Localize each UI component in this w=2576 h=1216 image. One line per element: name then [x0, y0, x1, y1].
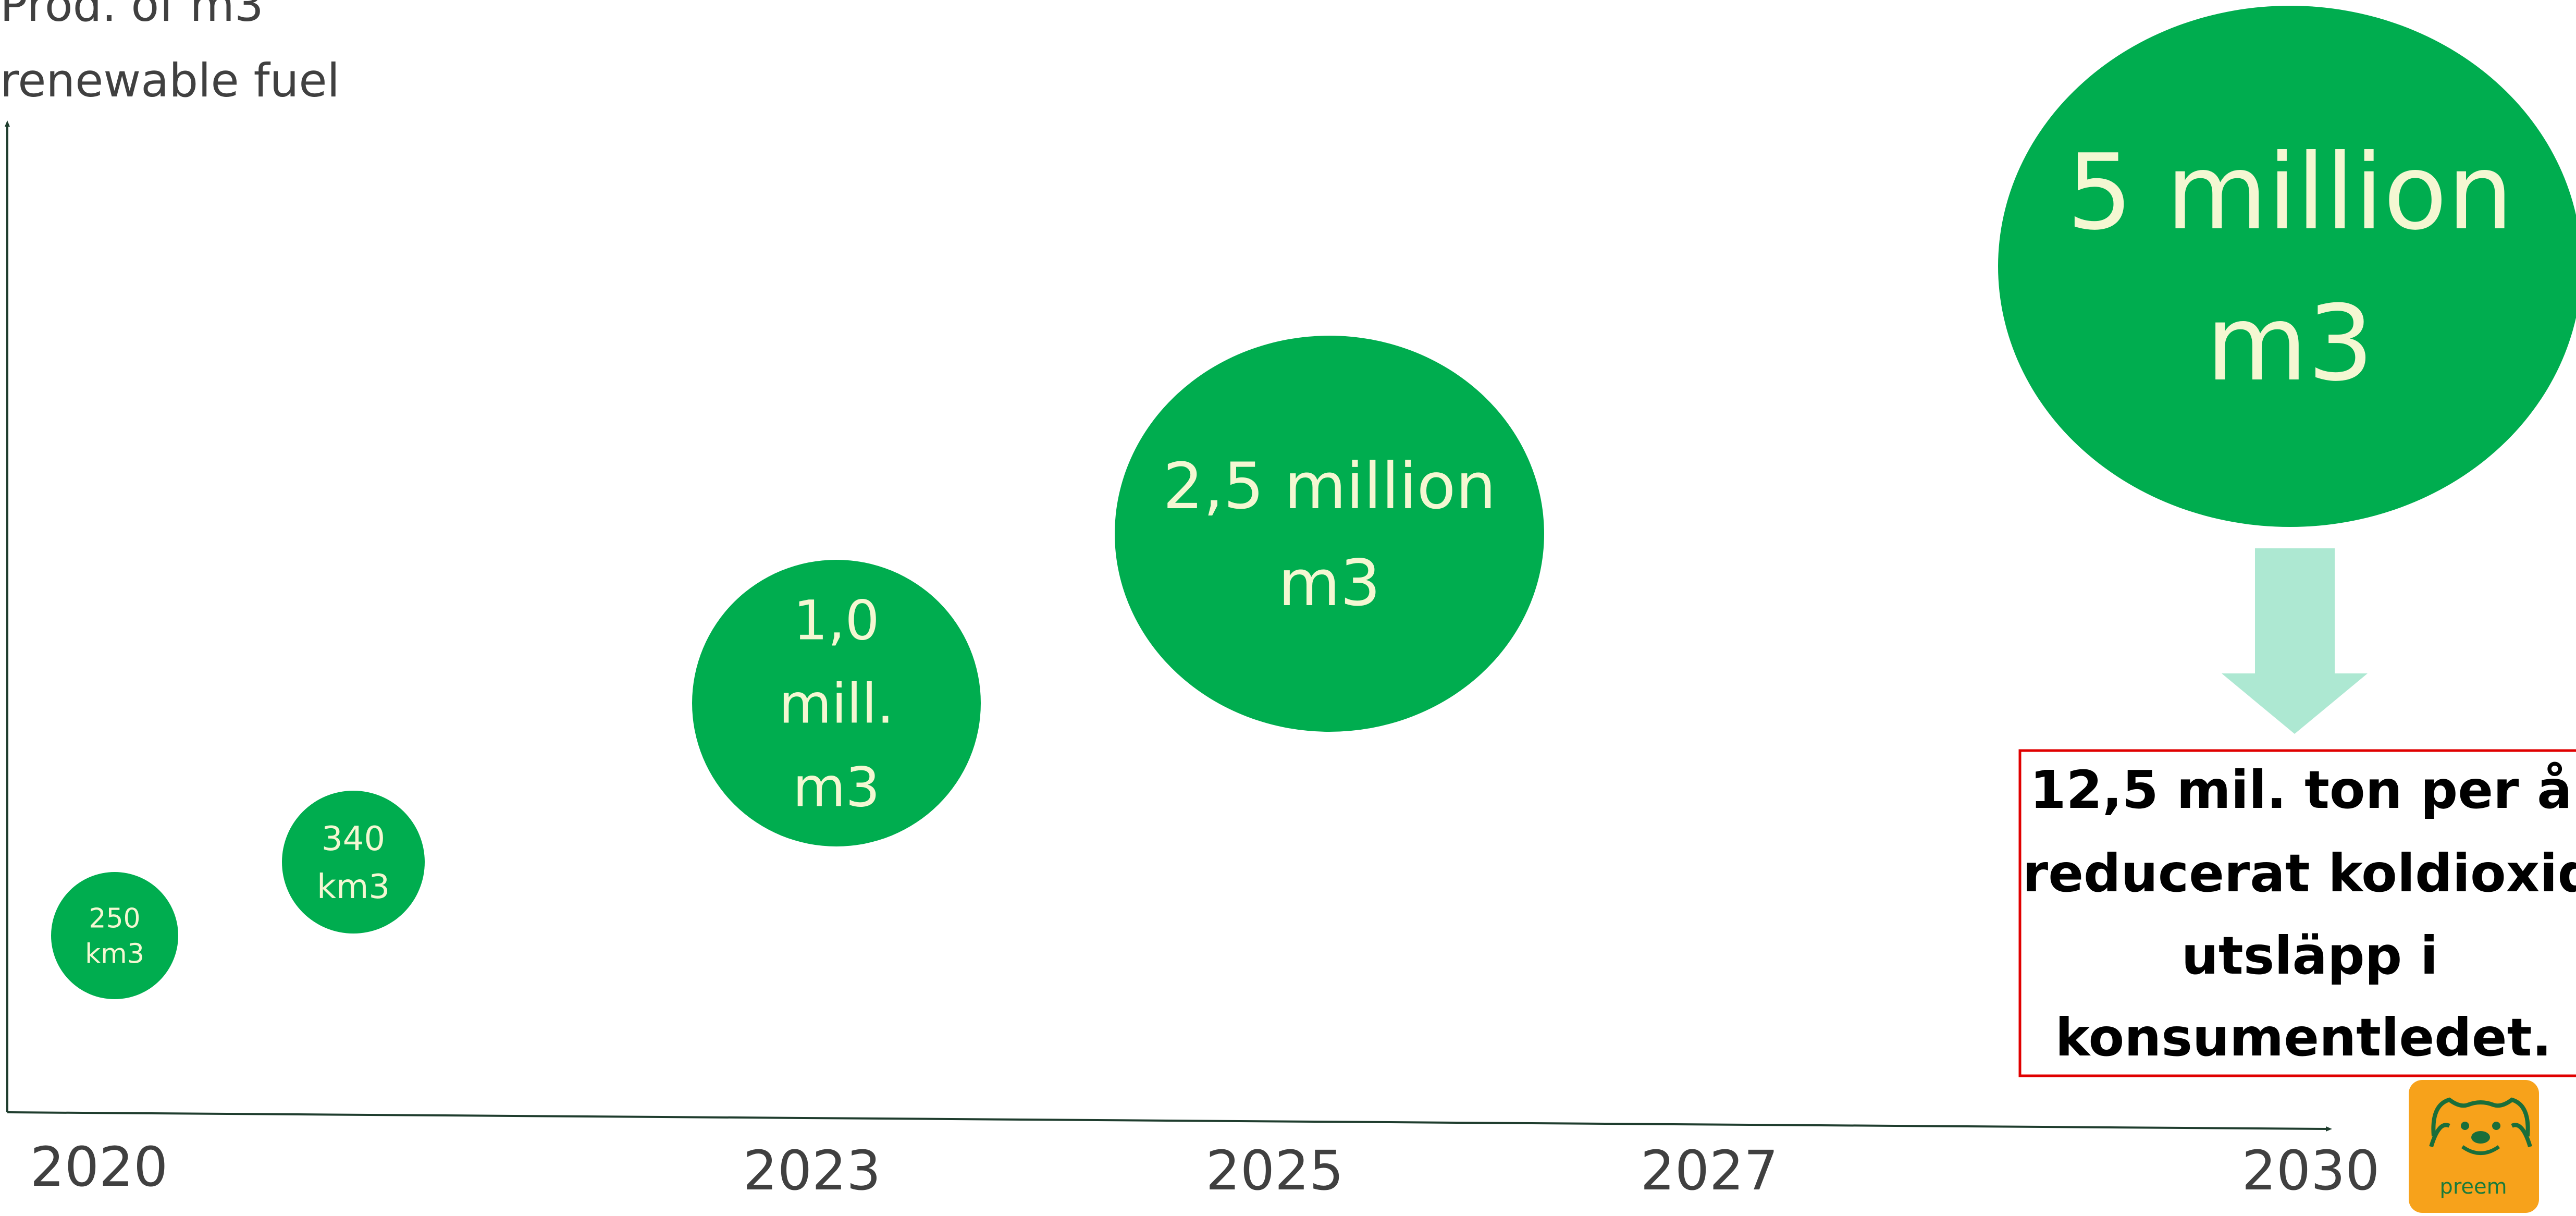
bubble-label: km3 [85, 939, 144, 970]
x-axis-line [7, 1111, 2332, 1132]
annotation-border [2018, 749, 2576, 1077]
logo-text: preem [2439, 1175, 2507, 1199]
y-axis-label: Prod. of m3 renewable fuel [0, 0, 340, 107]
x-tick-label: 2027 [1641, 1139, 1779, 1202]
bubble-2023 [692, 560, 981, 846]
bubble-label: m3 [2206, 283, 2374, 404]
annotation-line-3: utsläpp i [2181, 925, 2438, 986]
bubble-label: km3 [317, 868, 390, 906]
bubble-label: m3 [1278, 546, 1381, 620]
bubble-label: 5 million [2066, 132, 2513, 253]
bubble-2020 [51, 872, 178, 999]
annotation-line-1: 12,5 mil. ton per år [2030, 759, 2576, 820]
bubble-2025 [1115, 336, 1544, 732]
x-tick-label: 2025 [1206, 1139, 1344, 1202]
bear-face-icon [2429, 1097, 2532, 1155]
y-axis-label-line-1: Prod. of m3 [0, 0, 264, 32]
bubble-label: mill. [779, 672, 894, 735]
annotation-line-2: reducerat koldioxid [2023, 843, 2576, 904]
bubbles: 250 km3 340 km3 1,0 mill. m3 2,5 million m3 5 mil… [51, 6, 2576, 999]
x-tick-label: 2023 [743, 1139, 881, 1202]
x-tick-labels: 2020 2023 2025 2027 2030 [30, 1135, 2380, 1202]
bubble-label: 250 [89, 903, 140, 935]
bubble-label: 340 [322, 820, 385, 858]
bubble-label: 2,5 million [1163, 449, 1496, 523]
y-axis-label-line-2: renewable fuel [0, 54, 340, 107]
x-tick-label: 2030 [2242, 1139, 2380, 1202]
logo-background [2409, 1080, 2539, 1213]
preem-logo: preem [2409, 1080, 2539, 1213]
bubble-2030 [1998, 6, 2576, 527]
annotation-box: 12,5 mil. ton per år reducerat koldioxid… [2018, 749, 2576, 1077]
down-arrow-icon [2222, 548, 2368, 734]
bubble-label: m3 [793, 755, 880, 819]
x-tick-label: 2020 [30, 1135, 168, 1199]
annotation-line-4: konsumentledet. [2055, 1007, 2552, 1068]
bubble-label: 1,0 [793, 588, 879, 652]
bubble-2021 [282, 791, 425, 934]
